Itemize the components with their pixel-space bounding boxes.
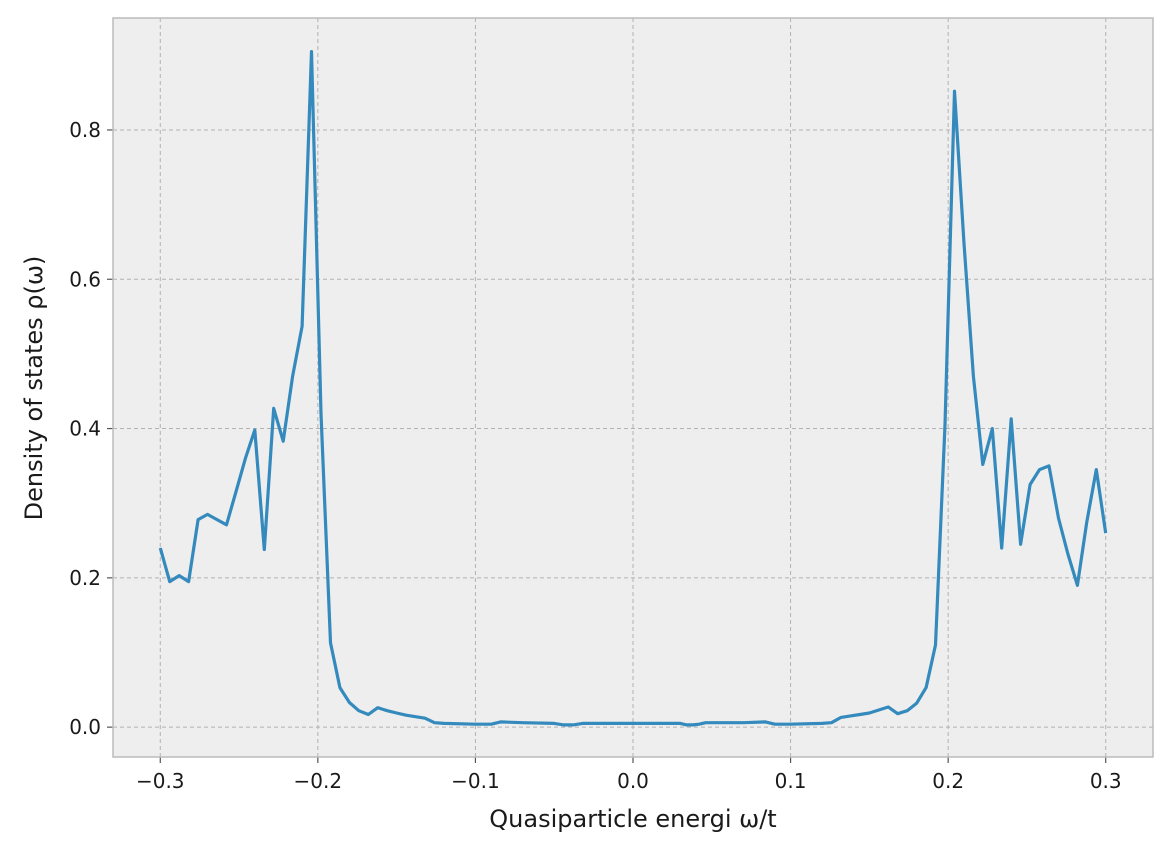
x-tick-label: 0.1 bbox=[775, 769, 807, 793]
plot-frame bbox=[112, 17, 1154, 758]
x-tick-label: −0.1 bbox=[451, 769, 500, 793]
x-tick-label: 0.2 bbox=[932, 769, 964, 793]
y-tick-label: 0.6 bbox=[69, 267, 101, 291]
ticks: −0.3 −0.2 −0.1 0.0 0.1 0.2 0.3 0.0 0.2 0.4 0.6 0.8 bbox=[69, 118, 1121, 793]
y-tick-label: 0.2 bbox=[69, 566, 101, 590]
grid bbox=[113, 18, 1153, 757]
y-tick-label: 0.8 bbox=[69, 118, 101, 142]
x-tick-label: 0.3 bbox=[1090, 769, 1122, 793]
x-tick-label: −0.3 bbox=[136, 769, 185, 793]
plot-background bbox=[113, 18, 1153, 757]
y-tick-label: 0.0 bbox=[69, 715, 101, 739]
series-line bbox=[158, 50, 1108, 727]
x-axis-label: Quasiparticle energi ω/t bbox=[489, 805, 776, 833]
y-tick-label: 0.4 bbox=[69, 417, 101, 441]
x-tick-label: −0.2 bbox=[294, 769, 343, 793]
y-axis-label: Density of states ρ(ω) bbox=[20, 256, 48, 521]
x-tick-label: 0.0 bbox=[617, 769, 649, 793]
